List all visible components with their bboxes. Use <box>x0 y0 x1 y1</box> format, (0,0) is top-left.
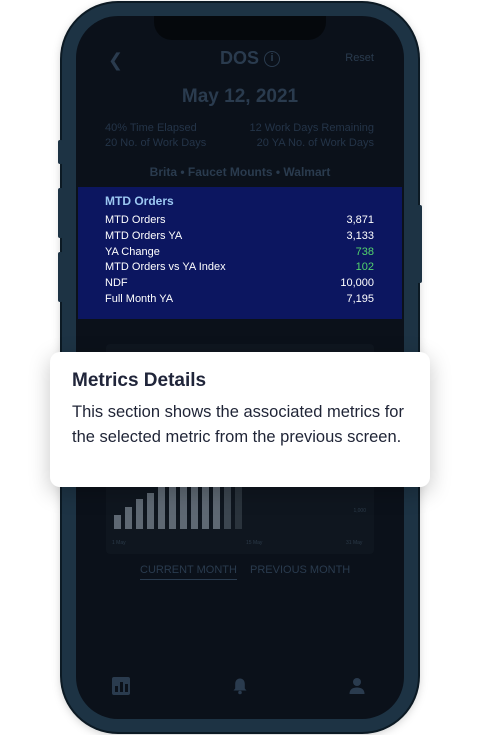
metric-row: MTD Orders 3,871 <box>105 214 374 230</box>
metric-row: Full Month YA 7,195 <box>105 293 374 309</box>
phone-power-button <box>417 205 422 283</box>
work-days-stat: 20 No. of Work Days <box>105 137 207 149</box>
filter-breadcrumb: Brita • Faucet Mounts • Walmart <box>149 165 331 179</box>
bar-chart-icon[interactable] <box>112 677 130 695</box>
metric-value: 7,195 <box>346 292 374 305</box>
metric-label: YA Change <box>105 245 160 258</box>
chart-x-label: 15 May <box>246 540 263 546</box>
ya-work-days-stat: 20 YA No. of Work Days <box>256 137 374 149</box>
info-icon[interactable]: i <box>264 51 280 67</box>
chart-bar <box>158 487 165 529</box>
metric-row: MTD Orders YA 3,133 <box>105 230 374 246</box>
metrics-details-callout: Metrics Details This section shows the a… <box>50 352 430 487</box>
chart-bar <box>169 482 176 529</box>
phone-side-button <box>58 140 63 164</box>
metric-label: Full Month YA <box>105 292 174 305</box>
chart-bar <box>213 469 220 529</box>
selected-date: May 12, 2021 <box>181 86 299 107</box>
metric-value: 3,133 <box>346 229 374 242</box>
metrics-panel: MTD Orders MTD Orders 3,871 MTD Orders Y… <box>78 187 402 319</box>
metrics-panel-title: MTD Orders <box>105 194 174 208</box>
reset-button[interactable]: Reset <box>345 52 374 64</box>
tab-current-month[interactable]: CURRENT MONTH <box>140 564 237 580</box>
chart-y-label: 1,000 <box>353 508 366 514</box>
chart-bar <box>224 469 231 529</box>
month-tabs: CURRENT MONTH PREVIOUS MONTH <box>76 564 404 584</box>
chart-bar <box>136 499 143 529</box>
metric-value: 738 <box>355 245 374 258</box>
metric-label: NDF <box>105 277 128 290</box>
chart-bar <box>180 478 187 529</box>
chart-bar <box>202 471 209 529</box>
chart-bar <box>147 493 154 529</box>
metric-label: MTD Orders vs YA Index <box>105 261 226 274</box>
metric-value: 10,000 <box>340 277 374 290</box>
metric-value: 3,871 <box>346 214 374 226</box>
phone-notch <box>154 16 326 40</box>
user-icon[interactable] <box>348 677 366 695</box>
metric-row: MTD Orders vs YA Index 102 <box>105 261 374 277</box>
chart-x-label: 1 May <box>112 540 126 546</box>
bell-icon[interactable] <box>231 677 249 695</box>
bottom-nav <box>76 661 404 719</box>
metric-label: MTD Orders YA <box>105 229 183 242</box>
chart-bar <box>125 507 132 529</box>
time-elapsed-stat: 40% Time Elapsed <box>105 122 197 134</box>
callout-title: Metrics Details <box>72 370 207 391</box>
chart-bar <box>191 474 198 529</box>
tab-previous-month[interactable]: PREVIOUS MONTH <box>250 564 351 576</box>
chart-x-label: 31 May <box>346 540 363 546</box>
phone-volume-up <box>58 188 63 238</box>
metric-label: MTD Orders <box>105 214 166 226</box>
app-header: ❮ DOS i Reset <box>76 48 404 72</box>
chart-bar <box>235 469 242 529</box>
metric-row: YA Change 738 <box>105 246 374 262</box>
chart-bar <box>114 515 121 529</box>
page-title: DOS <box>220 48 260 68</box>
work-days-remaining-stat: 12 Work Days Remaining <box>249 122 374 134</box>
metric-value: 102 <box>355 261 374 274</box>
callout-body: This section shows the associated metric… <box>72 403 404 446</box>
phone-volume-down <box>58 252 63 302</box>
metric-row: NDF 10,000 <box>105 277 374 293</box>
back-arrow-icon[interactable]: ❮ <box>108 50 124 70</box>
